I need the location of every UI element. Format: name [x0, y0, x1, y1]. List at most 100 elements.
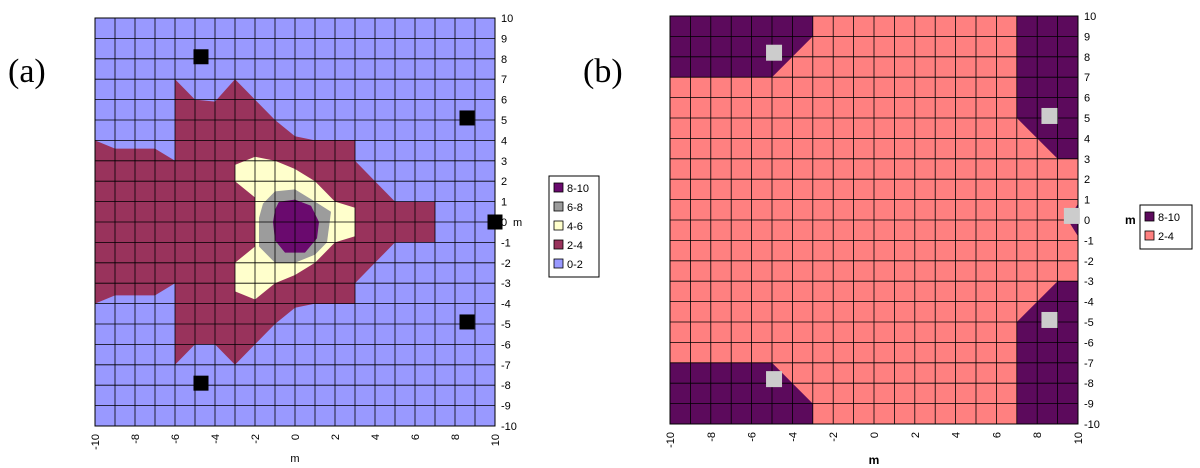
y-tick-label: 8: [1084, 52, 1090, 64]
x-tick-label: -10: [90, 434, 102, 450]
y-axis-label: m: [513, 217, 522, 229]
y-tick-label: 6: [1084, 93, 1090, 105]
legend-swatch: [553, 201, 564, 212]
y-tick-label: 1: [1084, 195, 1090, 207]
y-tick-label: -6: [501, 339, 511, 351]
y-tick-label: 3: [501, 156, 507, 168]
y-tick-label: 7: [501, 74, 507, 86]
y-tick-label: 2: [501, 176, 507, 188]
source-marker: [487, 214, 503, 230]
source-marker: [1063, 207, 1080, 224]
source-marker: [193, 49, 209, 65]
source-marker: [766, 44, 783, 61]
y-tick-label: 1: [501, 197, 507, 209]
x-tick-label: 4: [370, 434, 382, 440]
contour-region-8-10: [273, 199, 319, 253]
panel-label: (a): [8, 53, 46, 90]
legend-swatch: [1144, 211, 1155, 222]
chart-panel-2: (b)109876543210-1-2-3-4-5-6-7-8-9-10m-10…: [583, 11, 1193, 467]
legend-entry-label: 0-2: [567, 259, 583, 271]
source-marker: [193, 375, 209, 391]
y-tick-label: 9: [501, 33, 507, 45]
x-tick-label: -10: [665, 432, 677, 448]
y-tick-label: 10: [501, 13, 513, 25]
chart-panel-1: (a)109876543210-1-2-3-4-5-6-7-8-9-10m-10…: [8, 13, 600, 465]
x-tick-label: 8: [450, 434, 462, 440]
x-tick-label: -2: [828, 432, 840, 442]
y-tick-label: -10: [1084, 419, 1100, 431]
y-tick-label: -3: [1084, 276, 1094, 288]
x-tick-label: 6: [410, 434, 422, 440]
y-tick-label: 3: [1084, 154, 1090, 166]
legend-entry-label: 2-4: [567, 240, 583, 252]
contour-region-8-10: [1016, 281, 1078, 424]
y-tick-label: 7: [1084, 72, 1090, 84]
legend-entry-label: 8-10: [567, 183, 589, 195]
y-tick-label: -10: [501, 421, 517, 433]
y-tick-label: 6: [501, 95, 507, 107]
x-tick-label: 8: [1032, 432, 1044, 438]
x-tick-label: -8: [706, 432, 718, 442]
x-tick-label: 10: [490, 434, 502, 446]
y-tick-label: 5: [1084, 113, 1090, 125]
x-tick-label: -6: [747, 432, 759, 442]
y-tick-label: -8: [1084, 378, 1094, 390]
source-marker: [766, 371, 783, 388]
y-tick-label: -4: [1084, 297, 1094, 309]
x-axis-label: m: [290, 453, 299, 465]
contour-region-8-10: [670, 16, 813, 78]
y-tick-label: 5: [501, 115, 507, 127]
x-tick-label: 0: [869, 432, 881, 438]
y-tick-label: 9: [1084, 31, 1090, 43]
y-tick-label: 4: [1084, 133, 1090, 145]
contour-region-8-10: [1016, 16, 1078, 159]
grid: [94, 17, 496, 427]
y-tick-label: 10: [1084, 11, 1096, 23]
y-tick-label: -6: [1084, 337, 1094, 349]
source-marker: [459, 110, 475, 126]
y-tick-label: -1: [501, 237, 511, 249]
source-marker: [1041, 107, 1058, 124]
x-tick-label: 2: [910, 432, 922, 438]
y-tick-label: 2: [1084, 174, 1090, 186]
y-tick-label: 0: [501, 217, 507, 229]
x-tick-label: 2: [330, 434, 342, 440]
legend-swatch: [553, 239, 564, 250]
y-tick-label: -3: [501, 278, 511, 290]
legend-entry-label: 6-8: [567, 202, 583, 214]
legend-entry-label: 8-10: [1158, 212, 1180, 224]
x-tick-label: 6: [991, 432, 1003, 438]
y-tick-label: -7: [1084, 358, 1094, 370]
y-tick-label: 0: [1084, 215, 1090, 227]
source-marker: [459, 314, 475, 330]
y-tick-label: -8: [501, 380, 511, 392]
x-tick-label: -4: [787, 432, 799, 442]
legend: 8-10 2-4: [1139, 204, 1193, 250]
y-tick-label: 4: [501, 135, 507, 147]
y-tick-label: -1: [1084, 235, 1094, 247]
y-tick-label: -5: [1084, 317, 1094, 329]
x-tick-label: 4: [951, 432, 963, 438]
legend: 8-10 6-8 4-6 2-4 0-2: [548, 175, 600, 278]
y-tick-label: -7: [501, 360, 511, 372]
x-axis-label: m: [869, 453, 880, 467]
legend-swatch: [553, 182, 564, 193]
legend-swatch: [553, 258, 564, 269]
x-tick-label: -6: [170, 434, 182, 444]
x-tick-label: -8: [130, 434, 142, 444]
legend-swatch: [553, 220, 564, 231]
grid: [669, 15, 1079, 425]
x-tick-label: 10: [1073, 432, 1085, 444]
y-axis-label: m: [1125, 213, 1136, 227]
source-marker: [1041, 311, 1058, 328]
legend-swatch: [1144, 230, 1155, 241]
y-tick-label: -2: [1084, 256, 1094, 268]
x-tick-label: 0: [290, 434, 302, 440]
y-tick-label: -4: [501, 299, 511, 311]
legend-entry-label: 4-6: [567, 221, 583, 233]
y-tick-label: 8: [501, 54, 507, 66]
legend-entry-label: 2-4: [1158, 231, 1174, 243]
y-tick-label: -5: [501, 319, 511, 331]
panel-label: (b): [583, 53, 623, 90]
